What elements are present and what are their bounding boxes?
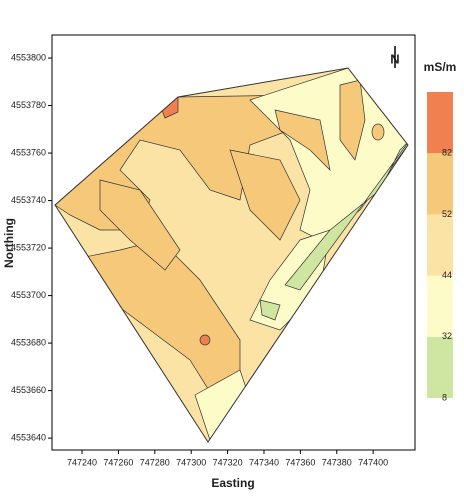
y-tick-label: 4553680	[11, 337, 46, 347]
y-tick-label: 4553740	[11, 195, 46, 205]
field-boundary	[54, 67, 409, 443]
zone	[274, 109, 331, 172]
x-tick-label: 747260	[103, 457, 133, 467]
x-tick-label: 747280	[140, 457, 170, 467]
legend-label: 44	[442, 270, 452, 280]
zone	[229, 149, 301, 241]
x-tick-label: 747240	[67, 457, 97, 467]
y-axis-label: Northing	[2, 218, 16, 268]
x-tick-label: 747300	[176, 457, 206, 467]
y-tick-label: 4553800	[11, 52, 46, 62]
legend-swatch	[427, 214, 453, 276]
legend-swatch	[427, 336, 453, 398]
legend-label: 52	[442, 209, 452, 219]
plot-frame	[51, 34, 416, 451]
zone	[284, 139, 408, 291]
x-tick-label: 747320	[213, 457, 243, 467]
x-tick-label: 747340	[249, 457, 279, 467]
y-tick-label: 4553640	[11, 432, 46, 442]
y-tick-label: 4553700	[11, 290, 46, 300]
zone	[339, 79, 366, 161]
x-tick-label: 747360	[285, 457, 315, 467]
y-tick-label: 4553760	[11, 147, 46, 157]
legend-swatch	[427, 275, 453, 337]
y-tick-label: 4553780	[11, 100, 46, 110]
legend-label: 32	[442, 331, 452, 341]
x-axis-label: Easting	[211, 476, 254, 490]
legend-label: 8	[442, 392, 447, 402]
zone	[99, 179, 181, 271]
zone	[199, 334, 211, 346]
x-tick-label: 747400	[358, 457, 388, 467]
x-tick-label: 747380	[322, 457, 352, 467]
contour-zones	[55, 68, 408, 442]
legend-label: 82	[442, 148, 452, 158]
zone	[259, 299, 281, 321]
zone	[371, 123, 385, 141]
legend-swatch	[427, 92, 453, 154]
y-tick-label: 4553660	[11, 385, 46, 395]
legend-swatch	[427, 153, 453, 215]
y-tick-label: 4553720	[11, 242, 46, 252]
legend-title: mS/m	[424, 60, 457, 74]
